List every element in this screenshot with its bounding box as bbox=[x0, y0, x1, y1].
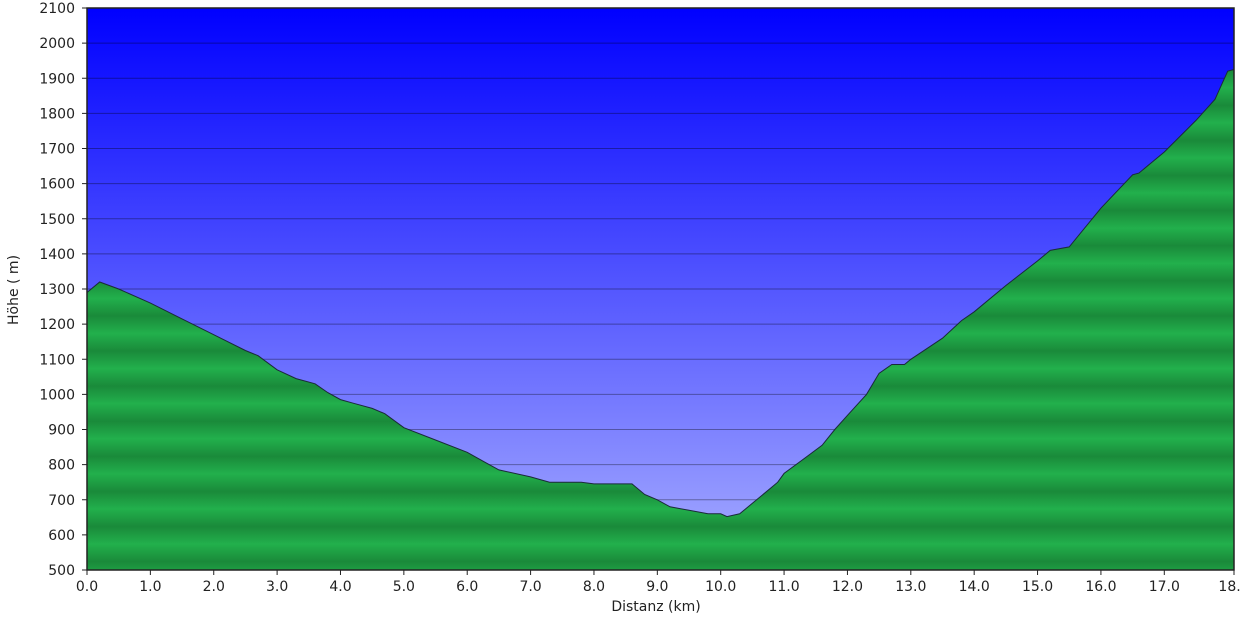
x-tick-label: 1.0 bbox=[139, 579, 161, 595]
y-tick-label: 1100 bbox=[39, 352, 75, 368]
x-tick-label: 10.0 bbox=[705, 579, 736, 595]
x-tick-label: 13.0 bbox=[895, 579, 926, 595]
x-tick-label: 15.0 bbox=[1022, 579, 1053, 595]
y-tick-label: 2100 bbox=[39, 1, 75, 17]
x-tick-label: 7.0 bbox=[519, 579, 541, 595]
y-tick-label: 1900 bbox=[39, 71, 75, 87]
y-tick-label: 1600 bbox=[39, 177, 75, 193]
x-tick-label: 2.0 bbox=[203, 579, 225, 595]
y-tick-label: 700 bbox=[48, 493, 75, 509]
y-tick-label: 1200 bbox=[39, 317, 75, 333]
x-tick-label: 3.0 bbox=[266, 579, 288, 595]
y-tick-label: 1300 bbox=[39, 282, 75, 298]
x-tick-label: 14.0 bbox=[959, 579, 990, 595]
x-tick-label: 6.0 bbox=[456, 579, 478, 595]
x-tick-label: 12.0 bbox=[832, 579, 863, 595]
x-tick-label: 4.0 bbox=[329, 579, 351, 595]
x-tick-label: 9.0 bbox=[646, 579, 668, 595]
x-tick-label: 5.0 bbox=[393, 579, 415, 595]
y-tick-label: 1800 bbox=[39, 106, 75, 122]
x-tick-label: 8.0 bbox=[583, 579, 605, 595]
x-tick-label: 0.0 bbox=[76, 579, 98, 595]
x-tick-label: 16.0 bbox=[1085, 579, 1116, 595]
y-tick-label: 1000 bbox=[39, 387, 75, 403]
x-tick-label: 17.0 bbox=[1149, 579, 1180, 595]
y-axis-label: Höhe ( m) bbox=[6, 255, 22, 325]
y-tick-label: 1700 bbox=[39, 142, 75, 158]
y-tick-label: 2000 bbox=[39, 36, 75, 52]
elevation-area bbox=[86, 68, 1235, 571]
y-tick-label: 800 bbox=[48, 458, 75, 474]
y-tick-label: 500 bbox=[48, 563, 75, 579]
x-axis-label: Distanz (km) bbox=[611, 599, 700, 615]
y-tick-label: 1400 bbox=[39, 247, 75, 263]
y-tick-label: 900 bbox=[48, 423, 75, 439]
y-tick-label: 600 bbox=[48, 528, 75, 544]
y-tick-label: 1500 bbox=[39, 212, 75, 228]
x-tick-label: 18.1 bbox=[1218, 579, 1242, 595]
x-tick-label: 11.0 bbox=[768, 579, 799, 595]
